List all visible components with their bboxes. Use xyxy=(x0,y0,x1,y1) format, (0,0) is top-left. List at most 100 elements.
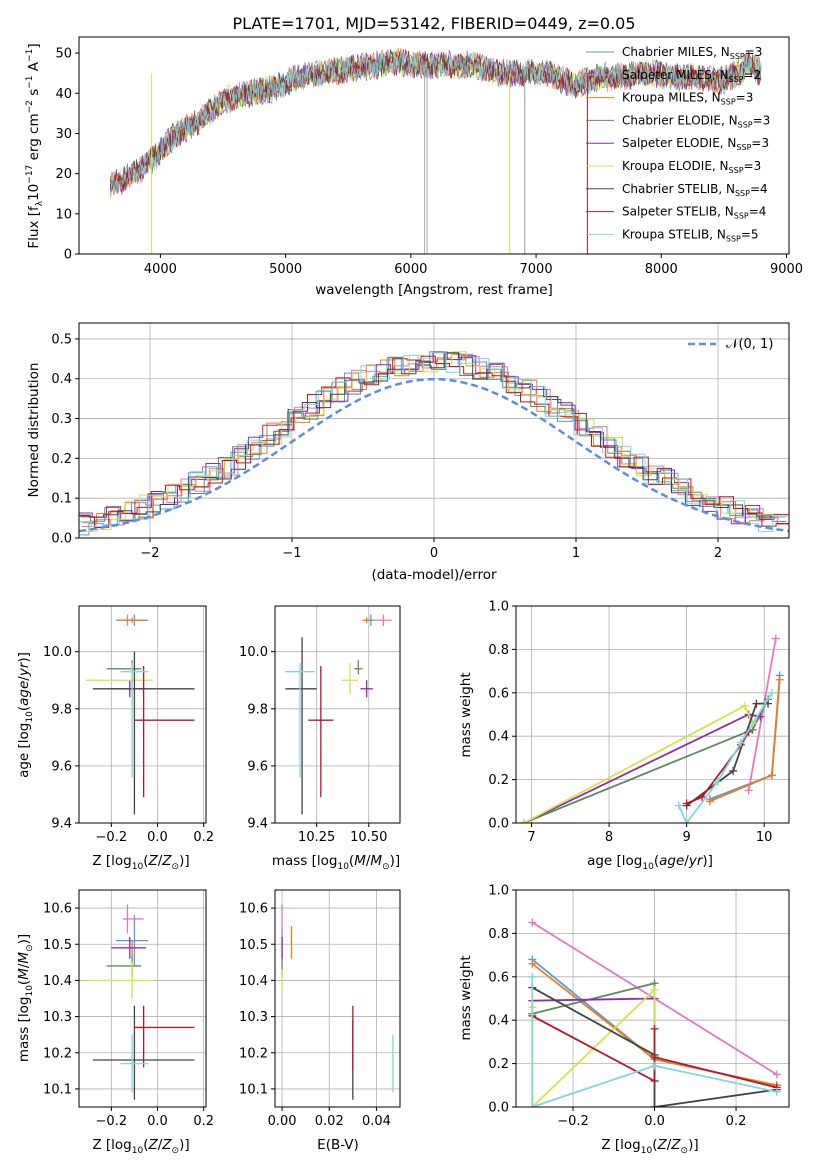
y-tick-label: 0.5 xyxy=(51,332,72,347)
mass-ebv-xlabel: E(B-V) xyxy=(317,1137,359,1153)
weight-z-ylabel: mass weight xyxy=(458,955,474,1040)
histogram-series xyxy=(79,351,789,525)
weight-point-marker xyxy=(705,797,714,806)
y-tick-label: 9.4 xyxy=(51,817,72,832)
legend-label: Kroupa STELIB, NSSP=5 xyxy=(622,227,759,243)
x-tick-label: 9000 xyxy=(770,262,803,277)
panel-weight-vs-age: 7 8 9 10 0.0 0.2 0.4 0.6 0.8 1.0 xyxy=(488,600,790,845)
y-tick-label: 20 xyxy=(55,167,72,182)
y-tick-label: 9.6 xyxy=(247,759,268,774)
spectrum-ticks: 4000 5000 6000 7000 8000 9000 0 10 20 30 40 50 xyxy=(55,47,803,277)
weight-point-marker xyxy=(528,1103,537,1107)
residuals-grid xyxy=(79,323,789,539)
x-tick-label: 5000 xyxy=(269,262,302,277)
x-tick-label: 0.04 xyxy=(362,1114,391,1129)
y-tick-label: 40 xyxy=(55,87,72,102)
spectrum-title: PLATE=1701, MJD=53142, FIBERID=0449, z=0… xyxy=(232,14,635,33)
weight-point-marker xyxy=(650,1024,659,1033)
weight_vs_Z-axes-frame xyxy=(515,889,790,1108)
errorbar-point xyxy=(120,663,149,778)
y-tick-label: 10.1 xyxy=(43,1082,72,1097)
histogram-series xyxy=(79,352,787,533)
weight-point-marker xyxy=(682,799,691,808)
y-tick-label: 0.3 xyxy=(51,412,72,427)
x-tick-label: 10 xyxy=(756,830,773,845)
weight-point-marker xyxy=(698,792,707,801)
weight-series-line xyxy=(747,638,777,791)
weight-point-marker xyxy=(775,675,784,684)
weight-age-ylabel: mass weight xyxy=(458,672,474,757)
panel-age-vs-mass: 10.25 10.50 9.4 9.6 9.8 10.0 xyxy=(239,605,401,845)
y-tick-label: 10.3 xyxy=(239,1010,268,1025)
legend-label: Kroupa MILES, NSSP=3 xyxy=(622,91,753,107)
legend-label: Chabrier MILES, NSSP=3 xyxy=(622,45,762,61)
x-tick-label: 10.25 xyxy=(298,830,335,845)
mass_vs_ebv-axes-frame xyxy=(274,889,401,1108)
y-tick-label: 0.0 xyxy=(488,1101,509,1116)
weight-point-marker xyxy=(528,959,537,968)
x-tick-label: 7000 xyxy=(520,262,553,277)
normal-reference-curve xyxy=(79,377,789,533)
weight-z-xlabel: Z [log10(Z/Z⊙)] xyxy=(601,1137,698,1156)
weight-point-marker xyxy=(519,819,528,823)
weight-point-marker xyxy=(771,634,780,643)
x-tick-label: 8000 xyxy=(645,262,678,277)
x-tick-label: −0.2 xyxy=(96,830,128,845)
weight-point-marker xyxy=(767,771,776,780)
age-mass-xlabel: mass [log10(M/M⊙)] xyxy=(272,853,400,872)
panel-age-vs-metallicity: −0.2 0.0 0.2 9.4 9.6 9.8 10.0 xyxy=(43,605,214,845)
y-tick-label: 1.0 xyxy=(488,600,509,615)
weight-point-marker xyxy=(729,766,738,775)
y-tick-label: 10.1 xyxy=(239,1082,268,1097)
x-tick-label: 10.50 xyxy=(350,830,387,845)
x-tick-label: 1 xyxy=(572,546,580,561)
y-tick-label: 0.6 xyxy=(488,970,509,985)
errorbar-point xyxy=(120,1034,149,1093)
y-tick-label: 0.2 xyxy=(488,1057,509,1072)
histogram-series xyxy=(80,355,789,528)
errorbar-point xyxy=(106,660,142,675)
x-tick-label: 0.0 xyxy=(147,830,168,845)
weight_vs_age-axes-frame xyxy=(515,605,790,824)
age-z-ylabel: age [log10(age/yr)] xyxy=(16,652,35,778)
errorbar-point xyxy=(360,680,373,698)
mass-z-xlabel: Z [log10(Z/Z⊙)] xyxy=(92,1137,189,1156)
residuals-xlabel: (data-model)/error xyxy=(371,567,497,583)
y-tick-label: 0.4 xyxy=(488,1014,509,1029)
age_vs_Z-plot-area xyxy=(85,614,195,815)
errorbar-point xyxy=(341,663,359,695)
x-tick-label: 7 xyxy=(527,830,535,845)
legend-label: Chabrier STELIB, NSSP=4 xyxy=(622,182,768,198)
weight-point-marker xyxy=(740,701,749,710)
weight-series-line xyxy=(686,731,750,805)
spectrum-ylabel: Flux [fλ10−17 erg cm−2 s−1 A−1] xyxy=(25,43,45,248)
y-tick-label: 50 xyxy=(55,47,72,62)
errorbar-point xyxy=(285,637,317,815)
y-tick-label: 0.2 xyxy=(51,452,72,467)
y-tick-label: 10.5 xyxy=(43,938,72,953)
weight-point-marker xyxy=(772,1087,781,1096)
y-tick-label: 30 xyxy=(55,127,72,142)
legend-label: Chabrier ELODIE, NSSP=3 xyxy=(622,113,770,129)
y-tick-label: 10.4 xyxy=(239,974,268,989)
mass_vs_Z-axes-frame xyxy=(78,889,207,1108)
age_vs_mass-axes-frame xyxy=(274,605,401,824)
y-tick-label: 0.0 xyxy=(51,532,72,547)
weight-point-marker xyxy=(650,1053,659,1062)
errorbar-point xyxy=(354,660,363,675)
panel-residuals: −2 −1 0 1 2 0.0 0.1 0.2 0.3 0.4 0.5 (data-model)/e… xyxy=(26,322,790,583)
y-tick-label: 10.3 xyxy=(43,1010,72,1025)
errorbar-point xyxy=(106,955,142,977)
weight-point-marker xyxy=(528,972,537,981)
weight-point-marker xyxy=(736,738,745,747)
weight-point-marker xyxy=(674,801,683,810)
y-tick-label: 0.0 xyxy=(488,817,509,832)
weight-point-marker xyxy=(650,1103,659,1107)
mass_vs_Z-plot-area xyxy=(85,904,195,1100)
x-tick-label: 0.02 xyxy=(315,1114,344,1129)
panel-spectrum: PLATE=1701, MJD=53142, FIBERID=0449, z=0… xyxy=(25,14,803,298)
panel-weight-vs-metallicity: −0.2 0.0 0.2 0.0 0.2 0.4 0.6 0.8 1.0 xyxy=(488,884,790,1129)
spectrum-plot-area xyxy=(109,47,762,254)
y-tick-label: 0.4 xyxy=(51,372,72,387)
